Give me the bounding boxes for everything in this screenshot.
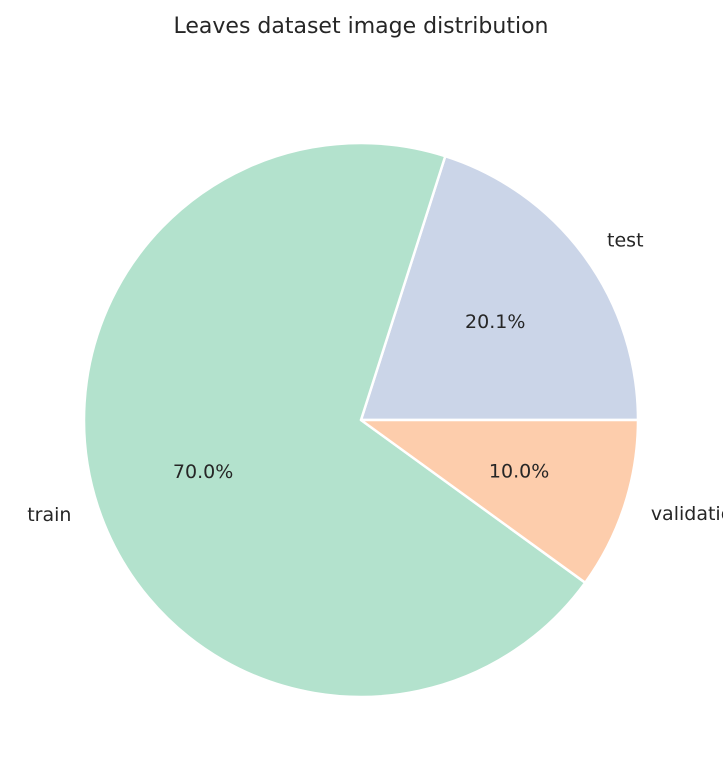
pie-slice-train [82,141,587,699]
pie-slices [82,141,640,699]
slice-percent-validation: 10.0% [489,460,549,482]
slice-label-validation: validation [651,503,723,525]
chart-title: Leaves dataset image distribution [174,14,549,39]
slice-percent-train: 70.0% [173,461,233,483]
pie-slice-test [359,154,640,422]
pie-labels: test 20.1% train 70.0% validation 10.0% [27,229,723,526]
slice-percent-test: 20.1% [465,311,525,333]
pie-slice-validation [359,418,640,584]
slice-label-train: train [27,504,71,526]
slice-label-test: test [607,229,644,251]
